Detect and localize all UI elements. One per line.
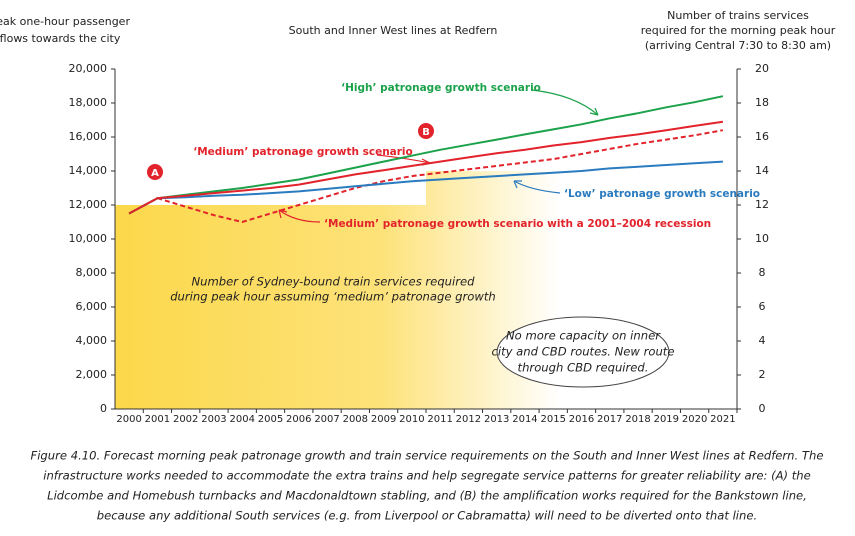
caption: Figure 4.10. Forecast morning peak patro… <box>31 449 824 463</box>
series-line <box>128 129 724 224</box>
caption: because any additional South services (e… <box>97 509 757 523</box>
y2-tick-label: 4 <box>759 334 766 347</box>
y2-tick-label: 2 <box>759 368 766 381</box>
x-tick-label: 2010 <box>399 414 424 425</box>
x-tick-label: 2014 <box>512 414 537 425</box>
marker-label: B <box>422 127 430 138</box>
y-tick-label: 4,000 <box>76 334 108 347</box>
y2-tick-label: 18 <box>755 96 769 109</box>
y-tick-label: 8,000 <box>76 266 108 279</box>
y-tick-label: 2,000 <box>76 368 108 381</box>
caption: Lidcombe and Homebush turnbacks and Macd… <box>47 489 807 503</box>
train-service-bar <box>256 205 286 409</box>
series-annotation: ‘High’ patronage growth scenario <box>341 82 541 94</box>
train-service-bar <box>454 171 484 409</box>
y-tick-label: 14,000 <box>69 164 108 177</box>
train-service-bar <box>341 205 370 409</box>
caption: infrastructure works needed to accommoda… <box>43 469 811 483</box>
marker-label: A <box>151 168 159 179</box>
series-line <box>128 160 723 215</box>
y-axis-label: Peak one-hour passenger <box>0 15 130 28</box>
note-text: city and CBD routes. New route <box>491 345 674 359</box>
y-tick-label: 20,000 <box>69 62 108 75</box>
x-tick-label: 2012 <box>456 414 481 425</box>
series-line <box>128 120 724 215</box>
series-annotation: ‘Medium’ patronage growth scenario <box>193 146 413 158</box>
x-tick-label: 2001 <box>145 414 170 425</box>
marker-circle <box>147 164 163 180</box>
x-tick-label: 2000 <box>116 414 141 425</box>
y-tick-label: 10,000 <box>69 232 108 245</box>
series-annotation: ‘Medium’ patronage growth scenario with … <box>324 218 711 230</box>
train-service-bar <box>312 205 342 409</box>
x-tick-label: 2020 <box>682 414 707 425</box>
y2-tick-label: 8 <box>759 266 766 279</box>
marker-circle <box>418 123 434 139</box>
x-tick-label: 2007 <box>314 414 339 425</box>
y2-tick-label: 0 <box>759 402 766 415</box>
x-tick-label: 2005 <box>258 414 283 425</box>
x-tick-label: 2015 <box>541 414 566 425</box>
y2-tick-label: 20 <box>755 62 769 75</box>
note-bubble <box>496 316 670 388</box>
chart-title: South and Inner West lines at Redfern <box>289 24 498 37</box>
train-service-bar <box>284 205 314 409</box>
y2-tick-label: 14 <box>755 164 769 177</box>
x-tick-label: 2002 <box>173 414 198 425</box>
y2-axis-label: required for the morning peak hour <box>641 24 836 37</box>
train-service-bar <box>369 205 399 409</box>
x-tick-label: 2009 <box>371 414 396 425</box>
x-tick-label: 2017 <box>597 414 622 425</box>
x-tick-label: 2018 <box>625 414 650 425</box>
series-annotation: ‘Low’ patronage growth scenario <box>564 188 760 200</box>
y2-tick-label: 12 <box>755 198 769 211</box>
note-text: through CBD required. <box>518 361 649 375</box>
train-service-bar <box>143 205 173 409</box>
train-service-bar <box>482 171 512 409</box>
trains-label: Number of Sydney-bound train services re… <box>191 275 475 289</box>
x-tick-label: 2004 <box>230 414 255 425</box>
x-tick-label: 2011 <box>427 414 452 425</box>
x-tick-label: 2019 <box>654 414 679 425</box>
y2-axis-label: (arriving Central 7:30 to 8:30 am) <box>645 39 831 52</box>
train-service-bar <box>397 205 427 409</box>
annotation-arrows <box>278 89 599 223</box>
train-service-bar <box>228 205 257 409</box>
train-service-bar <box>171 205 201 409</box>
x-tick-label: 2013 <box>484 414 509 425</box>
train-service-bar <box>426 171 455 409</box>
trains-label: during peak hour assuming ‘medium’ patro… <box>170 290 496 304</box>
y-tick-label: 16,000 <box>69 130 108 143</box>
x-tick-label: 2016 <box>569 414 594 425</box>
y2-tick-label: 10 <box>755 232 769 245</box>
y-tick-label: 18,000 <box>69 96 108 109</box>
y2-axis-label: Number of trains services <box>667 9 809 22</box>
x-tick-label: 2008 <box>343 414 368 425</box>
y2-tick-label: 6 <box>759 300 766 313</box>
note-text: No more capacity on inner <box>506 329 661 343</box>
y2-tick-label: 16 <box>755 130 769 143</box>
series-line <box>128 95 724 215</box>
y-tick-label: 12,000 <box>69 198 108 211</box>
x-tick-label: 2003 <box>201 414 226 425</box>
y-tick-label: 6,000 <box>76 300 108 313</box>
y-axis-label: flows towards the city <box>0 32 121 45</box>
x-tick-label: 2006 <box>286 414 311 425</box>
x-tick-label: 2021 <box>710 414 735 425</box>
train-service-bar <box>199 205 229 409</box>
train-service-bar <box>115 205 144 409</box>
y-tick-label: 0 <box>100 402 107 415</box>
